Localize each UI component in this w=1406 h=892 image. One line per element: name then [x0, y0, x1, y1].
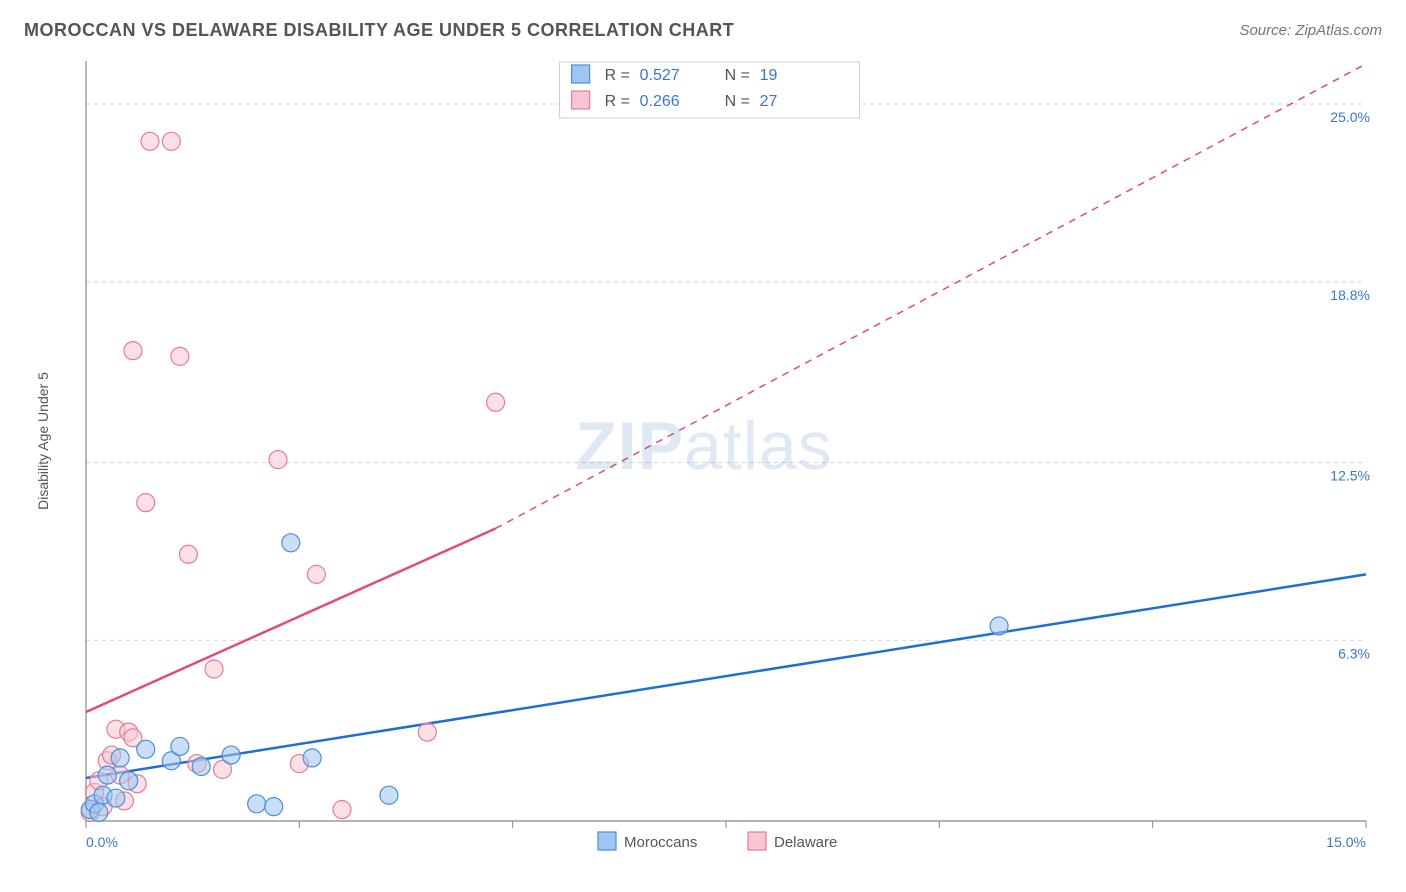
point-delaware [307, 565, 325, 583]
point-moroccans [98, 766, 116, 784]
legend-r-label: R = [605, 67, 630, 84]
point-delaware [137, 494, 155, 512]
legend-r-value: 0.266 [640, 93, 680, 110]
legend-n-label: N = [725, 67, 750, 84]
chart-title: MOROCCAN VS DELAWARE DISABILITY AGE UNDE… [24, 20, 734, 41]
point-moroccans [265, 798, 283, 816]
legend-bottom-label: Delaware [774, 834, 837, 851]
point-moroccans [111, 749, 129, 767]
source-label: Source: ZipAtlas.com [1239, 22, 1382, 39]
legend-bottom-swatch [748, 832, 766, 850]
point-moroccans [137, 740, 155, 758]
point-delaware [333, 801, 351, 819]
point-delaware [205, 660, 223, 678]
legend-swatch [572, 91, 590, 109]
y-tick-label: 12.5% [1330, 468, 1370, 484]
y-tick-label: 25.0% [1330, 109, 1370, 125]
legend-bottom-swatch [598, 832, 616, 850]
point-moroccans [380, 786, 398, 804]
y-tick-label: 18.8% [1330, 287, 1370, 303]
legend-r-label: R = [605, 93, 630, 110]
legend-swatch [572, 65, 590, 83]
x-tick-label: 0.0% [86, 834, 118, 850]
point-delaware [141, 132, 159, 150]
chart-container: 6.3% 12.5% 18.8% 25.0% 0.0% 15.0% Disability A… [24, 55, 1384, 870]
point-moroccans [171, 737, 189, 755]
point-moroccans [107, 789, 125, 807]
trendline-moroccans [86, 574, 1366, 778]
y-tick-label: 6.3% [1338, 645, 1370, 661]
legend-n-value: 27 [760, 93, 778, 110]
point-delaware [269, 451, 287, 469]
point-moroccans [90, 803, 108, 821]
y-axis-label: Disability Age Under 5 [35, 372, 51, 510]
point-delaware [487, 393, 505, 411]
point-moroccans [990, 617, 1008, 635]
legend-r-value: 0.527 [640, 67, 680, 84]
point-moroccans [120, 772, 138, 790]
point-moroccans [222, 746, 240, 764]
point-delaware [179, 545, 197, 563]
point-delaware [171, 347, 189, 365]
x-tick-label: 15.0% [1326, 834, 1366, 850]
legend-n-value: 19 [760, 67, 778, 84]
point-moroccans [192, 758, 210, 776]
scatter-chart: 6.3% 12.5% 18.8% 25.0% 0.0% 15.0% Disability A… [24, 55, 1384, 870]
legend-bottom-label: Moroccans [624, 834, 697, 851]
trendline-delaware-solid [86, 528, 496, 712]
point-delaware [162, 132, 180, 150]
point-moroccans [303, 749, 321, 767]
point-moroccans [248, 795, 266, 813]
point-delaware [124, 342, 142, 360]
trendline-delaware-dash [496, 64, 1366, 529]
legend-n-label: N = [725, 93, 750, 110]
point-moroccans [282, 534, 300, 552]
point-delaware [418, 723, 436, 741]
